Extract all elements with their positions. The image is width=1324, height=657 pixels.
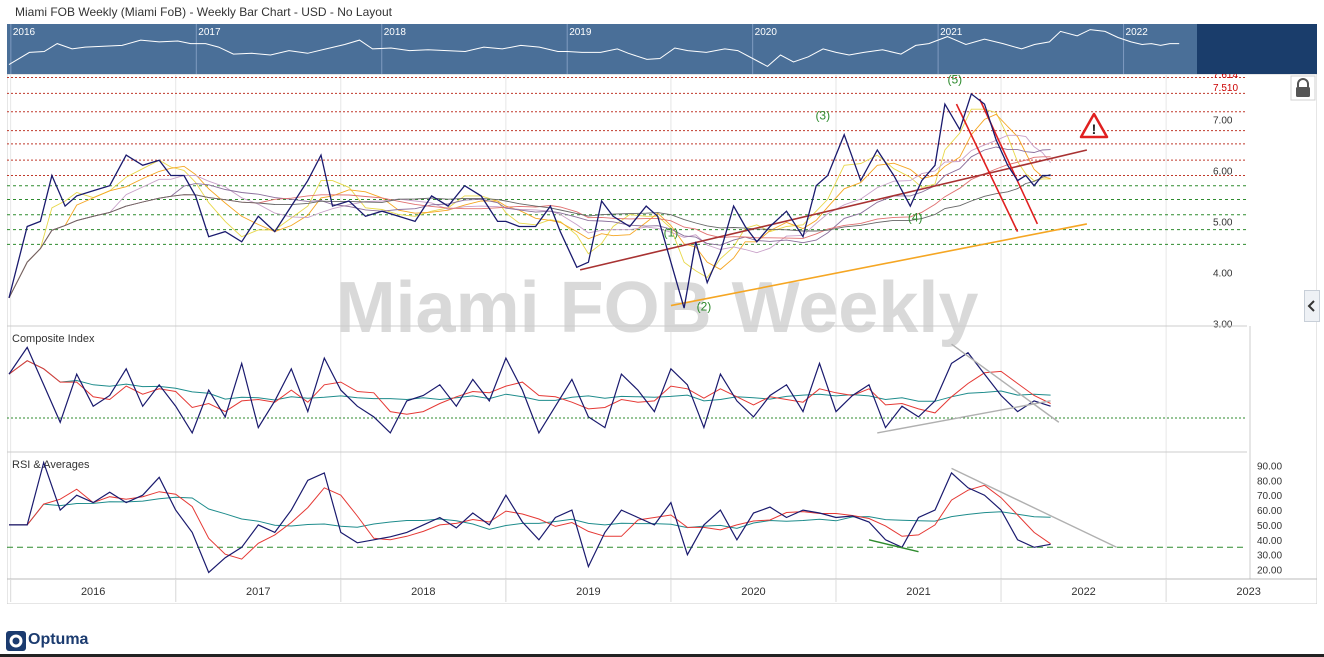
wave-label: (3) — [815, 108, 830, 122]
rsi-axis-tick: 80.00 — [1257, 476, 1282, 487]
lock-icon[interactable] — [1290, 75, 1316, 101]
x-axis-tick: 2018 — [411, 586, 435, 598]
trendline — [955, 103, 1019, 232]
rsi-axis-tick: 90.00 — [1257, 461, 1282, 472]
composite-average-long — [8, 360, 1051, 402]
rsi-resistance-trendline — [951, 467, 1117, 548]
x-axis-tick: 2017 — [246, 586, 270, 598]
price-axis-tick: 3.00 — [1213, 319, 1233, 330]
trendline — [670, 223, 1088, 307]
rsi-axis-tick: 20.00 — [1257, 566, 1282, 577]
price-label: 7.614 — [1213, 74, 1238, 81]
price-label: 7.510 — [1213, 83, 1238, 94]
navigator-year-label: 2022 — [1126, 27, 1149, 38]
price-axis-tick: 6.00 — [1213, 166, 1233, 177]
navigator-viewport — [1197, 24, 1317, 74]
warning-mark: ! — [1092, 121, 1097, 137]
wave-label: (2) — [697, 300, 712, 314]
price-axis-tick: 5.00 — [1213, 217, 1233, 228]
composite-support-trendline — [877, 400, 1051, 434]
composite-index-line — [8, 346, 1051, 435]
composite-index-title: Composite Index — [12, 333, 95, 345]
page-title: Miami FOB Weekly (Miami FoB) - Weekly Ba… — [15, 5, 392, 19]
navigator-year-label: 2021 — [940, 27, 963, 38]
wave-label: (4) — [908, 210, 923, 224]
chevron-left-icon — [1307, 300, 1315, 312]
rsi-axis-tick: 70.00 — [1257, 491, 1282, 502]
chart-area[interactable]: Miami FOB Weekly (1) (2) (3) (4) (5) 3.00 4.00 5… — [7, 74, 1317, 604]
x-axis-tick: 2022 — [1071, 586, 1095, 598]
wave-label: (1) — [664, 226, 679, 240]
x-axis-tick: 2023 — [1236, 586, 1260, 598]
bottom-bar — [0, 654, 1324, 657]
rsi-axis-tick: 60.00 — [1257, 506, 1282, 517]
warning-triangle-outline — [1079, 112, 1109, 139]
composite-average-short — [8, 360, 1051, 415]
rsi-axis-tick: 50.00 — [1257, 521, 1282, 532]
navigator-year-label: 2017 — [198, 27, 221, 38]
x-axis-tick: 2016 — [81, 586, 105, 598]
brand-name: Optuma — [28, 631, 89, 648]
x-axis-tick: 2019 — [576, 586, 600, 598]
navigator-year-label: 2018 — [384, 27, 407, 38]
rsi-axis-tick: 40.00 — [1257, 536, 1282, 547]
wave-label: (5) — [947, 74, 962, 87]
optuma-logo-icon — [6, 631, 26, 651]
trendline — [579, 149, 1088, 271]
price-moving-average-line — [8, 134, 1051, 299]
navigator-background — [7, 24, 1197, 74]
collapse-panel-button[interactable] — [1304, 290, 1320, 322]
price-moving-average-line — [8, 113, 1051, 299]
price-moving-average-line — [8, 108, 1051, 299]
navigator-price-line — [8, 29, 1180, 68]
composite-resistance-trendline — [951, 343, 1060, 423]
x-axis-tick: 2021 — [906, 586, 930, 598]
price-axis-tick: 4.00 — [1213, 268, 1233, 279]
price-axis-tick: 7.00 — [1213, 115, 1233, 126]
rsi-axis-tick: 30.00 — [1257, 551, 1282, 562]
watermark: Miami FOB Weekly — [336, 268, 979, 348]
rsi-title: RSI & Averages — [12, 459, 90, 471]
plot-frame — [7, 74, 1317, 604]
navigator-year-label: 2016 — [13, 27, 36, 38]
warning-triangle-icon: ! — [1079, 112, 1109, 139]
navigator-year-label: 2019 — [569, 27, 592, 38]
rsi-average-short — [9, 484, 1051, 560]
navigator-year-label: 2020 — [755, 27, 778, 38]
price-line — [8, 92, 1051, 309]
price-moving-average-line — [8, 173, 1051, 299]
x-axis-tick: 2020 — [741, 586, 765, 598]
navigator-strip[interactable]: 2016 2017 2018 2019 2020 2021 2022 — [7, 24, 1317, 74]
rsi-divergence-line — [868, 539, 919, 553]
rsi-line — [9, 460, 1051, 574]
rsi-average-long — [9, 496, 1051, 530]
